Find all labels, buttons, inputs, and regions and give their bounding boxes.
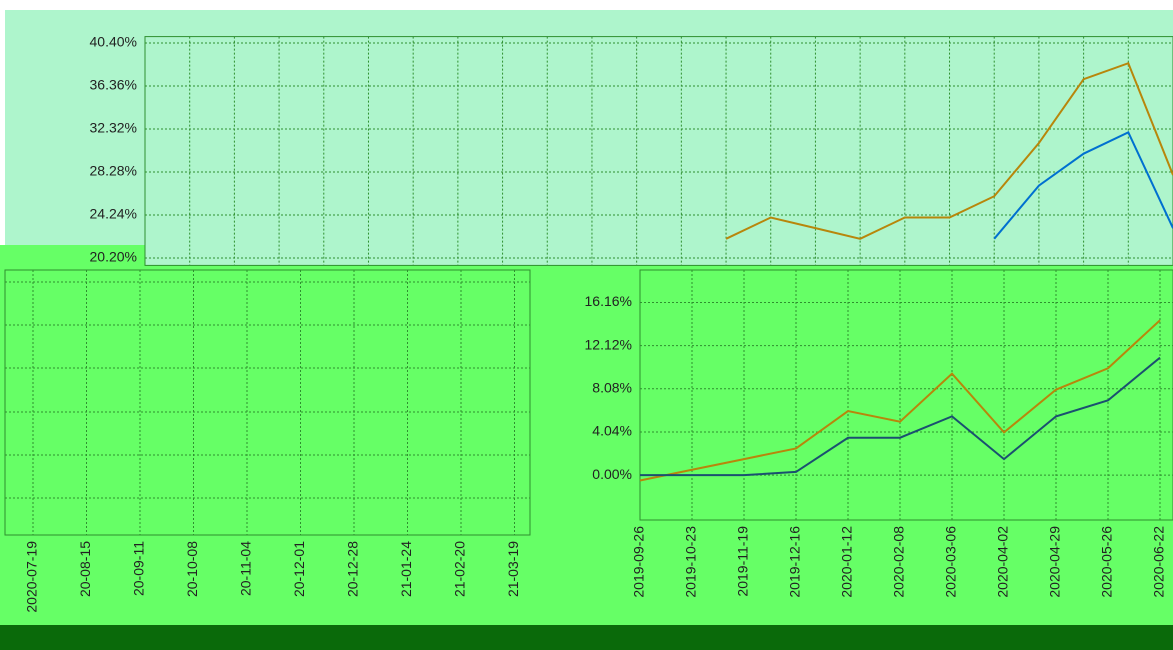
x-tick-label: 2020-01-12 bbox=[839, 526, 855, 598]
x-tick-label: 20-09-11 bbox=[131, 541, 147, 596]
plot-area bbox=[5, 270, 530, 535]
x-tick-label: 2020-07-19 bbox=[24, 541, 40, 613]
x-tick-label: 20-12-01 bbox=[291, 541, 307, 597]
y-tick-label: 40.40% bbox=[90, 34, 137, 50]
y-tick-label: 28.28% bbox=[90, 163, 137, 179]
y-tick-label: 24.24% bbox=[90, 206, 137, 222]
x-tick-label: 21-02-20 bbox=[452, 541, 468, 597]
x-tick-label: 20-11-04 bbox=[238, 541, 254, 596]
screen: 20.20% 24.24% 28.28% 32.32% 36.36% 40.40% 2020… bbox=[0, 0, 1173, 650]
y-tick-label: 16.16% bbox=[585, 293, 632, 309]
y-tick-label: 4.04% bbox=[592, 423, 632, 439]
plot-area bbox=[145, 37, 1173, 266]
bottom-strip bbox=[0, 625, 1173, 650]
x-tick-label: 20-10-08 bbox=[184, 541, 200, 597]
x-tick-label: 2020-03-06 bbox=[943, 526, 959, 598]
x-tick-label: 2019-09-26 bbox=[631, 526, 647, 598]
y-tick-label: 8.08% bbox=[592, 380, 632, 396]
x-tick-label: 2019-11-19 bbox=[735, 526, 751, 597]
x-tick-label: 2019-12-16 bbox=[787, 526, 803, 598]
x-tick-label: 2020-04-02 bbox=[995, 526, 1011, 598]
x-tick-label: 2020-04-29 bbox=[1047, 526, 1063, 598]
y-tick-label: 0.00% bbox=[592, 466, 632, 482]
y-tick-label: 12.12% bbox=[585, 336, 632, 352]
x-tick-label: 2020-02-08 bbox=[891, 526, 907, 598]
x-tick-label: 2019-10-23 bbox=[683, 526, 699, 598]
x-tick-label: 2020-05-26 bbox=[1099, 526, 1115, 598]
plot-area bbox=[640, 270, 1173, 520]
x-tick-label: 21-03-19 bbox=[505, 541, 521, 597]
x-tick-label: 21-01-24 bbox=[398, 541, 414, 597]
y-tick-label: 36.36% bbox=[90, 77, 137, 93]
y-tick-label: 32.32% bbox=[90, 120, 137, 136]
x-tick-label: 20-12-28 bbox=[345, 541, 361, 597]
x-tick-label: 2020-06-22 bbox=[1151, 526, 1167, 598]
y-tick-label: 20.20% bbox=[90, 249, 137, 265]
x-tick-label: 20-08-15 bbox=[77, 541, 93, 597]
